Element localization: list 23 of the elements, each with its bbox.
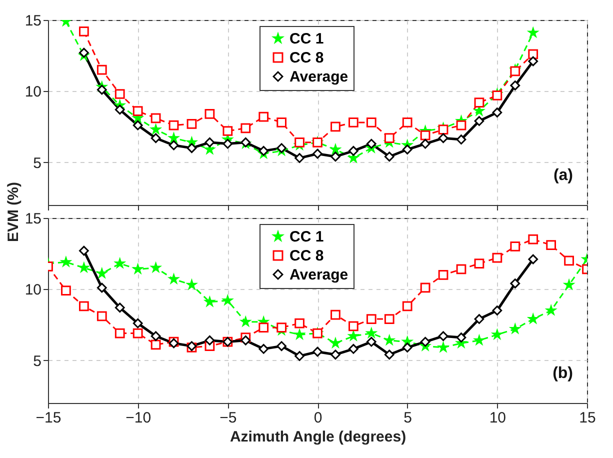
legend-label: Average [290,266,348,284]
legend-label: CC 8 [290,248,324,264]
legend-label: CC 1 [290,228,324,246]
y-tick-label: 10 [24,282,42,299]
x-tick-label: −10 [126,410,152,426]
x-axis-title: Azimuth Angle (degrees) [230,428,406,446]
y-axis-title: EVM (%) [4,182,22,242]
annotation: (a) [553,167,573,184]
legend-label: CC 8 [290,50,324,66]
y-tick-label: 10 [24,84,42,101]
x-tick-label: −5 [220,410,237,426]
y-tick-label: 5 [33,352,42,370]
x-tick-label: 0 [314,410,322,426]
y-tick-label: 5 [33,154,42,172]
y-tick-label: 15 [24,12,42,30]
legend-label: Average [290,68,348,86]
x-tick-label: 5 [404,410,412,426]
x-tick-label: 15 [579,410,596,426]
legend-label: CC 1 [290,30,324,48]
y-tick-label: 15 [24,210,42,228]
x-tick-label: −15 [36,410,62,426]
annotation: (b) [552,365,573,382]
x-tick-label: 10 [489,410,506,426]
